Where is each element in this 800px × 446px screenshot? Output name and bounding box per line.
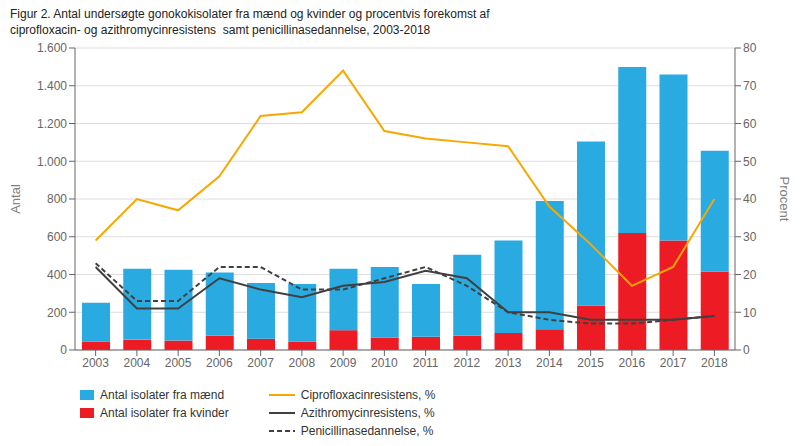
svg-text:Procent: Procent (777, 177, 792, 222)
html-text:Antal isolater fra kvinder: Antal isolater fra kvinder (100, 406, 229, 420)
svg-text:2017: 2017 (660, 356, 687, 370)
svg-text:2010: 2010 (371, 356, 398, 370)
svg-text:1.200: 1.200 (37, 117, 67, 131)
svg-text:Antal: Antal (8, 184, 23, 214)
svg-text:2005: 2005 (165, 356, 192, 370)
svg-text:50: 50 (743, 155, 757, 169)
svg-text:2016: 2016 (619, 356, 646, 370)
svg-text:1.400: 1.400 (37, 79, 67, 93)
svg-text:600: 600 (47, 230, 67, 244)
svg-text:2015: 2015 (577, 356, 604, 370)
svg-text:0: 0 (743, 343, 750, 357)
html-text:Antal isolater fra mænd: Antal isolater fra mænd (100, 388, 225, 402)
svg-text:2009: 2009 (330, 356, 357, 370)
svg-text:200: 200 (47, 306, 67, 320)
svg-text:2003: 2003 (82, 356, 109, 370)
html-text:Ciprofloxacinresistens, %: Ciprofloxacinresistens, % (300, 388, 436, 402)
html-text:Azithromycinresistens, %: Azithromycinresistens, % (300, 406, 435, 420)
svg-text:400: 400 (47, 268, 67, 282)
svg-text:800: 800 (47, 192, 67, 206)
html-text:ciprofloxacin- og azithromycin: ciprofloxacin- og azithromycinresistens … (10, 23, 431, 37)
svg-text:2013: 2013 (495, 356, 522, 370)
svg-text:60: 60 (743, 117, 757, 131)
html-text:Penicillinasedannelse, %: Penicillinasedannelse, % (300, 424, 434, 438)
svg-text:0: 0 (60, 343, 67, 357)
svg-text:1.000: 1.000 (37, 155, 67, 169)
svg-text:10: 10 (743, 306, 757, 320)
svg-text:1.600: 1.600 (37, 41, 67, 55)
svg-text:2007: 2007 (247, 356, 274, 370)
svg-text:2018: 2018 (701, 356, 728, 370)
svg-text:2014: 2014 (536, 356, 563, 370)
svg-text:30: 30 (743, 230, 757, 244)
svg-text:20: 20 (743, 268, 757, 282)
svg-text:2006: 2006 (206, 356, 233, 370)
svg-text:2008: 2008 (289, 356, 316, 370)
svg-text:40: 40 (743, 192, 757, 206)
html-text:Figur 2. Antal undersøgte gono: Figur 2. Antal undersøgte gonokokisolate… (10, 7, 490, 21)
svg-text:80: 80 (743, 41, 757, 55)
svg-text:2011: 2011 (413, 356, 439, 370)
svg-text:2012: 2012 (454, 356, 481, 370)
svg-text:70: 70 (743, 79, 757, 93)
svg-text:2004: 2004 (124, 356, 151, 370)
